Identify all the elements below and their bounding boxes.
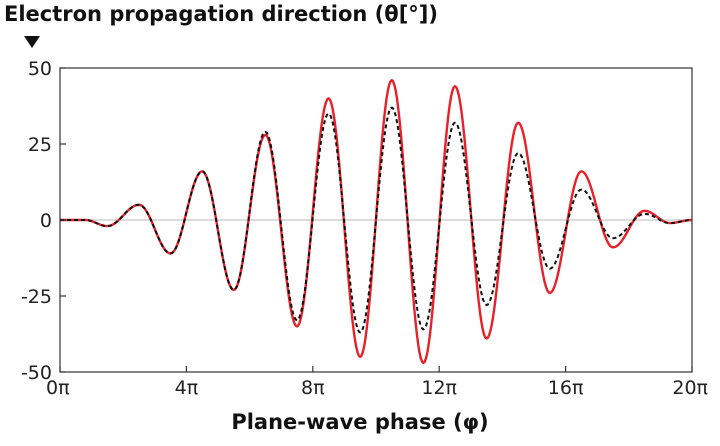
y-tick-label: 0 (40, 210, 52, 232)
y-tick-label: -50 (21, 362, 52, 384)
x-tick-label: 4π (175, 377, 199, 399)
x-axis-label: Plane-wave phase (φ) (231, 410, 489, 434)
x-tick-label: 16π (548, 377, 584, 399)
x-tick-label: 8π (301, 377, 325, 399)
series-line-solid (59, 78, 693, 365)
y-tick-label: 25 (28, 134, 52, 156)
y-axis-arrow-icon (24, 36, 40, 48)
x-tick-label: 0π (46, 377, 70, 399)
x-tick-label: 20π (672, 377, 708, 399)
y-tick-label: 50 (28, 58, 52, 80)
x-tick-label: 12π (421, 377, 457, 399)
y-axis-label: Electron propagation direction (θ[°]) (4, 2, 438, 26)
y-tick-label: -25 (21, 286, 52, 308)
